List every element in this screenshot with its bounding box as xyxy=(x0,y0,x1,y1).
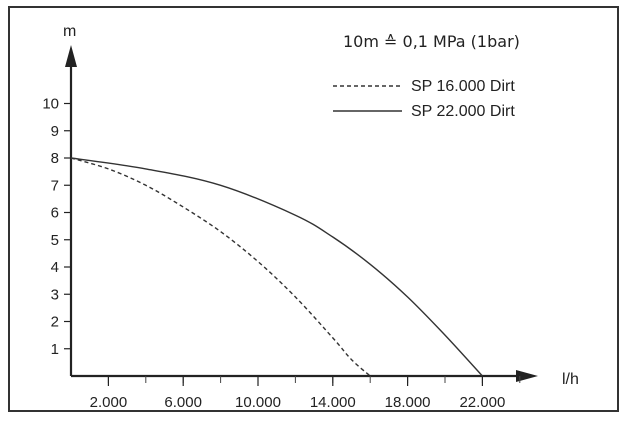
y-tick-label: 4 xyxy=(51,259,59,276)
series-line-sp22000 xyxy=(70,157,483,377)
series-line-sp16000 xyxy=(70,157,371,377)
legend-label-sp22000: SP 22.000 Dirt xyxy=(411,103,515,120)
axes xyxy=(65,45,538,382)
y-tick-label: 7 xyxy=(51,177,59,194)
x-tick-label: 2.000 xyxy=(90,394,128,411)
legend: SP 16.000 Dirt SP 22.000 Dirt xyxy=(333,78,515,120)
y-tick-label: 9 xyxy=(51,123,59,140)
x-tick-label: 14.000 xyxy=(310,394,356,411)
ticks: 1 2 3 4 5 6 7 8 9 10 2.000 6.000 10.000 14.000 18.000 2… xyxy=(42,96,521,411)
y-tick-label: 8 xyxy=(51,150,59,167)
x-tick-label: 18.000 xyxy=(385,394,431,411)
y-tick-label: 5 xyxy=(51,232,59,249)
pressure-note: 10m ≙ 0,1 MPa (1bar) xyxy=(343,32,520,51)
x-tick-label: 22.000 xyxy=(459,394,505,411)
x-tick-label: 10.000 xyxy=(235,394,281,411)
y-tick-label: 10 xyxy=(42,96,59,113)
x-tick-label: 6.000 xyxy=(164,394,202,411)
series xyxy=(70,157,483,377)
y-axis-label: m xyxy=(63,23,76,40)
y-axis-arrow xyxy=(65,45,77,67)
y-tick-label: 2 xyxy=(51,314,59,331)
x-axis-arrow xyxy=(516,370,538,382)
x-axis-label: l/h xyxy=(562,371,579,388)
y-tick-label: 6 xyxy=(51,205,59,222)
legend-label-sp16000: SP 16.000 Dirt xyxy=(411,78,515,95)
y-tick-label: 3 xyxy=(51,286,59,303)
y-tick-label: 1 xyxy=(51,341,59,358)
chart-frame xyxy=(8,6,619,412)
